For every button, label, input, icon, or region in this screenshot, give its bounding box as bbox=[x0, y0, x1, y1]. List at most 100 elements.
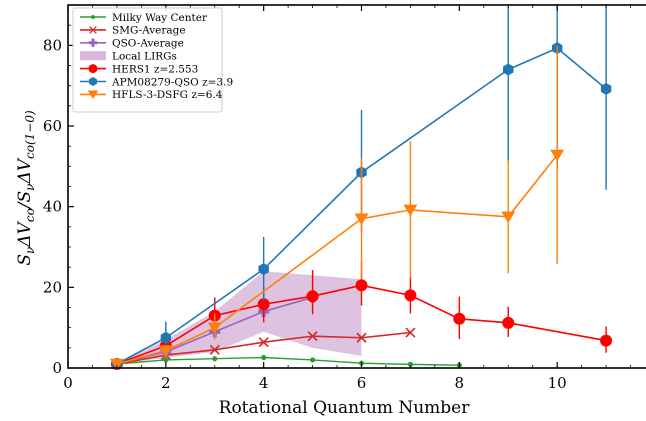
data-point-shape bbox=[306, 290, 319, 303]
x-tick-label: 6 bbox=[357, 374, 367, 392]
data-point-shape bbox=[212, 356, 218, 362]
data-point bbox=[258, 337, 269, 348]
legend: Milky Way CenterSMG-AverageQSO-AverageLo… bbox=[72, 7, 233, 113]
data-point-shape bbox=[600, 334, 613, 347]
legend-label: APM08279-QSO z=3.9 bbox=[111, 76, 233, 88]
data-point-shape bbox=[258, 337, 269, 348]
data-point-shape bbox=[501, 211, 516, 224]
legend-swatch bbox=[80, 51, 106, 61]
legend-marker bbox=[87, 90, 99, 100]
legend-label: Milky Way Center bbox=[112, 12, 208, 24]
data-point-shape bbox=[600, 82, 612, 95]
y-tick-label: 60 bbox=[43, 117, 62, 135]
data-point-shape bbox=[354, 213, 369, 226]
data-point-shape bbox=[261, 354, 267, 361]
legend-item: QSO-Average bbox=[80, 38, 184, 50]
data-point bbox=[109, 358, 124, 371]
band-local-lirgs bbox=[116, 271, 362, 364]
legend-marker bbox=[89, 77, 97, 86]
data-point-shape bbox=[550, 149, 565, 162]
data-point bbox=[404, 289, 417, 302]
data-point-shape bbox=[163, 357, 169, 363]
y-label-slash-s: /S bbox=[15, 191, 35, 210]
legend-marker bbox=[89, 26, 97, 34]
data-point bbox=[453, 312, 466, 325]
data-point-shape bbox=[453, 312, 466, 325]
series-line bbox=[116, 284, 607, 365]
data-point bbox=[207, 322, 222, 334]
legend-marker-shape bbox=[89, 26, 97, 34]
data-point bbox=[356, 332, 367, 343]
legend-label: HERS1 z=2.553 bbox=[112, 63, 198, 75]
legend-label: QSO-Average bbox=[112, 38, 184, 50]
legend-item: Milky Way Center bbox=[80, 12, 208, 24]
data-point bbox=[212, 356, 218, 362]
data-point-shape bbox=[160, 331, 172, 344]
x-tick-label: 0 bbox=[63, 374, 73, 392]
data-point-shape bbox=[158, 345, 173, 357]
legend-item: APM08279-QSO z=3.9 bbox=[80, 76, 233, 88]
x-tick-label: 2 bbox=[161, 374, 171, 392]
legend-box bbox=[72, 7, 223, 113]
data-point-shape bbox=[502, 316, 515, 329]
data-point bbox=[550, 149, 565, 162]
legend-marker-shape bbox=[89, 77, 97, 86]
y-tick-label: 80 bbox=[43, 36, 62, 54]
data-point bbox=[309, 357, 316, 363]
legend-marker bbox=[88, 38, 98, 47]
legend-marker-shape bbox=[88, 64, 98, 74]
data-point bbox=[258, 263, 269, 276]
legend-label: Local LIRGs bbox=[112, 51, 177, 63]
data-point bbox=[403, 204, 418, 217]
x-axis-label: Rotational Quantum Number bbox=[219, 398, 471, 418]
data-point bbox=[261, 354, 267, 361]
data-point-shape bbox=[109, 358, 124, 371]
y-axis-label: SνΔVco/SνΔVco(1−0) bbox=[15, 110, 37, 266]
data-point-shape bbox=[207, 322, 222, 334]
data-point bbox=[209, 344, 220, 355]
y-label-sub-nu2: ν bbox=[23, 184, 37, 191]
band-layer bbox=[116, 271, 362, 364]
y-label-dv: ΔV bbox=[15, 220, 35, 247]
data-point bbox=[600, 82, 612, 95]
data-point bbox=[306, 290, 319, 303]
data-point bbox=[307, 331, 318, 342]
data-point-shape bbox=[257, 298, 270, 311]
y-tick-label: 0 bbox=[52, 359, 62, 377]
y-label-sub-co10: co(1−0) bbox=[23, 110, 37, 159]
data-point-shape bbox=[405, 327, 416, 338]
data-point bbox=[502, 316, 515, 329]
legend-marker-shape bbox=[87, 90, 99, 100]
y-tick-label: 40 bbox=[43, 198, 62, 216]
y-label-s: S bbox=[15, 254, 35, 266]
legend-item: SMG-Average bbox=[80, 25, 186, 37]
x-tick-label: 4 bbox=[259, 374, 269, 392]
data-point bbox=[354, 213, 369, 226]
data-point-shape bbox=[209, 344, 220, 355]
series-layer bbox=[109, 5, 613, 371]
legend-marker-shape bbox=[91, 15, 95, 19]
legend-item: HFLS-3-DSFG z=6.4 bbox=[80, 89, 223, 101]
data-point bbox=[160, 331, 172, 344]
data-point-shape bbox=[258, 263, 269, 276]
legend-item: HERS1 z=2.553 bbox=[80, 63, 198, 75]
legend-label: HFLS-3-DSFG z=6.4 bbox=[112, 89, 223, 101]
data-point bbox=[503, 63, 514, 76]
legend-item: Local LIRGs bbox=[80, 51, 177, 63]
series-5 bbox=[109, 46, 565, 371]
data-point-shape bbox=[356, 332, 367, 343]
tick-layer: 0 2 4 6 8 10 0 20 40 60 80 bbox=[43, 4, 631, 392]
data-point-shape bbox=[355, 279, 368, 292]
y-label-sub-nu: ν bbox=[23, 247, 37, 254]
y-label-dv2: ΔV bbox=[15, 157, 35, 184]
data-point bbox=[501, 211, 516, 224]
legend-label: SMG-Average bbox=[112, 25, 186, 37]
y-label-sub-co: co bbox=[23, 208, 37, 222]
data-point-shape bbox=[309, 357, 316, 363]
data-point bbox=[163, 357, 169, 363]
x-tick-label: 10 bbox=[548, 374, 567, 392]
data-point-shape bbox=[503, 63, 514, 76]
data-point bbox=[257, 298, 270, 311]
data-point bbox=[158, 345, 173, 357]
